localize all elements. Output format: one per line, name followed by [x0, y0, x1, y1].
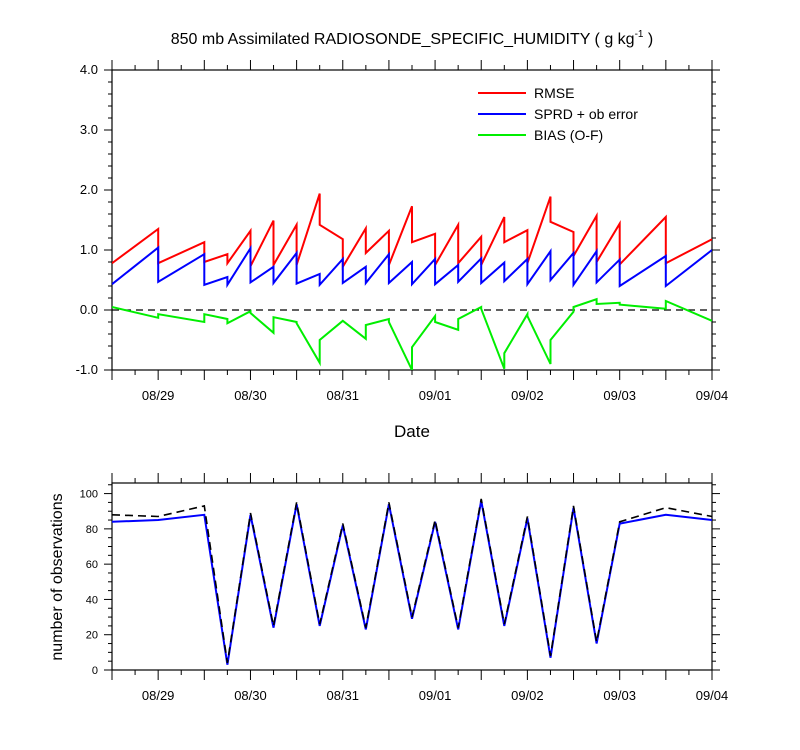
x-axis-label: Date — [394, 422, 430, 441]
series-line-observations-used — [112, 500, 712, 665]
top-plot: -1.0 0.0 1.0 2.0 3.0 4.0 08/29 08/30 08/31 09/01 0… — [76, 60, 729, 403]
y-tick-label: 0 — [92, 665, 98, 677]
x-tick-label: 08/30 — [234, 688, 267, 703]
y-tick-label: 1.0 — [80, 242, 98, 257]
x-tick-label: 09/02 — [511, 388, 544, 403]
y-tick-label: 80 — [86, 524, 98, 536]
x-tick-label: 09/04 — [696, 388, 729, 403]
chart-title-main: 850 mb Assimilated RADIOSONDE_SPECIFIC_H… — [171, 31, 635, 48]
series-group — [112, 193, 712, 370]
bottom-plot: 0 20 40 60 80 100 08/29 08/30 08/31 09/01 09/02 09/… — [80, 473, 729, 703]
x-tick-label: 08/31 — [326, 688, 359, 703]
y-axis-label-bottom: number of observations — [49, 493, 66, 660]
y-tick-label: 60 — [86, 559, 98, 571]
series-line-bias-o-f — [112, 297, 712, 370]
x-tick-label: 09/04 — [696, 688, 729, 703]
chart-title: 850 mb Assimilated RADIOSONDE_SPECIFIC_H… — [171, 29, 654, 48]
y-tick-label: 3.0 — [80, 122, 98, 137]
x-tick-label: 08/29 — [142, 388, 175, 403]
series-line-observations-possible — [112, 498, 712, 664]
y-tick-label: 100 — [80, 489, 98, 501]
x-tick-label: 09/01 — [419, 688, 452, 703]
x-tick-label: 08/30 — [234, 388, 267, 403]
series-line-sprd-ob-error — [112, 244, 712, 289]
legend-label: RMSE — [534, 85, 574, 101]
y-tick-label: 40 — [86, 594, 98, 606]
x-tick-label: 09/02 — [511, 688, 544, 703]
x-tick-label: 09/01 — [419, 388, 452, 403]
y-tick-label: 4.0 — [80, 62, 98, 77]
plot-frame — [111, 482, 713, 671]
y-tick-label: -1.0 — [76, 362, 98, 377]
x-tick-label: 08/31 — [326, 388, 359, 403]
chart-title-exponent: -1 — [635, 29, 644, 40]
x-tick-label: 09/03 — [603, 388, 636, 403]
y-tick-label: 0.0 — [80, 302, 98, 317]
legend-label: SPRD + ob error — [534, 106, 638, 122]
x-tick-label: 09/03 — [603, 688, 636, 703]
y-tick-label: 2.0 — [80, 182, 98, 197]
x-tick-label: 08/29 — [142, 688, 175, 703]
y-tick-label: 20 — [86, 630, 98, 642]
legend-label: BIAS (O-F) — [534, 127, 603, 143]
series-group — [112, 498, 712, 665]
chart-title-suffix: ) — [643, 31, 653, 48]
